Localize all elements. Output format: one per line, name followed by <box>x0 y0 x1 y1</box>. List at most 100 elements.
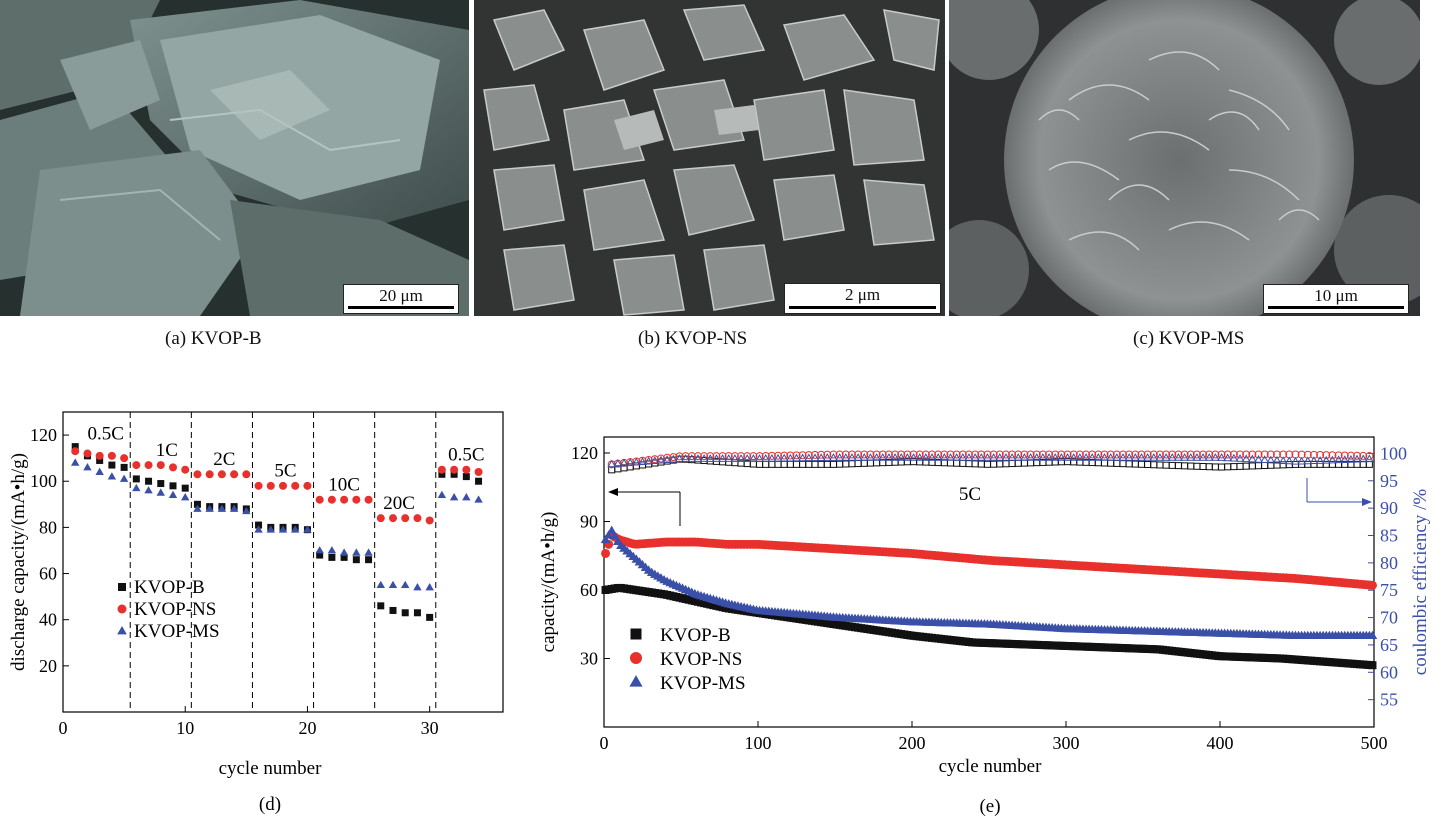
data-point-kvop-ms-ce <box>970 453 980 461</box>
scale-bar-label-b: 2 μm <box>844 285 881 304</box>
data-point-kvop-b <box>193 500 201 508</box>
data-point-kvop-b <box>145 477 153 485</box>
data-point-kvop-ns <box>291 481 300 490</box>
legend-label: KVOP-MS <box>660 673 746 694</box>
data-point-kvop-ms <box>242 506 251 515</box>
data-point-kvop-b-ce <box>947 459 954 467</box>
scale-bar-b: 2 μm <box>784 283 941 314</box>
data-point-kvop-ms-ce <box>865 453 875 461</box>
data-point-kvop-ns-ce <box>1316 451 1325 460</box>
data-point-kvop-ns <box>1367 580 1377 590</box>
data-point-kvop-ns-ce <box>681 452 690 461</box>
data-point-kvop-ns-ce <box>774 451 783 460</box>
x-tick-label: 10 <box>176 718 194 738</box>
y-right-tick-label: 70 <box>1380 608 1398 628</box>
y-tick-label: 80 <box>39 517 57 537</box>
data-point-kvop-ms-ce <box>921 453 931 461</box>
data-point-kvop-ns <box>242 470 251 479</box>
data-point-kvop-ns <box>364 495 373 504</box>
data-point-kvop-ms-ce <box>767 453 777 462</box>
data-point-kvop-ns-ce <box>989 450 998 459</box>
data-point-kvop-ms-ce <box>1346 454 1356 463</box>
data-point-kvop-ms-ce <box>1001 453 1011 461</box>
data-point-kvop-ms <box>352 548 361 556</box>
data-point-kvop-ns <box>601 548 611 558</box>
chart-e-ylabel: capacity/(mA•h/g) <box>540 512 559 653</box>
data-point-kvop-ms <box>364 548 373 556</box>
data-point-kvop-ns-ce <box>940 450 949 459</box>
data-point-kvop-ms-ce <box>835 453 845 461</box>
data-point-kvop-b <box>169 482 177 490</box>
data-point-kvop-ns-ce <box>1149 450 1158 459</box>
data-point-kvop-ns-ce <box>1248 450 1257 459</box>
ce-arrow-left <box>608 488 681 526</box>
x-tick-label: 30 <box>421 718 439 738</box>
data-point-kvop-b-ce <box>1316 460 1324 468</box>
rate-label: 1C <box>156 440 178 461</box>
data-point-kvop-b-ce <box>1230 463 1238 471</box>
data-point-kvop-b-ce <box>768 460 776 468</box>
data-point-kvop-ms-ce <box>1075 453 1085 461</box>
data-point-kvop-b-ce <box>1162 461 1170 469</box>
data-point-kvop-ns-ce <box>786 451 795 460</box>
rate-label: 0.5C <box>448 444 484 465</box>
data-point-kvop-b-ce <box>756 460 764 468</box>
data-point-kvop-ns-ce <box>1032 450 1041 459</box>
data-point-kvop-ns-ce <box>761 451 770 460</box>
data-point-kvop-ns-ce <box>1322 451 1331 460</box>
data-point-kvop-ms-ce <box>1081 453 1091 461</box>
data-point-kvop-b <box>157 480 165 488</box>
y-right-tick-label: 60 <box>1380 662 1398 682</box>
data-point-kvop-ns <box>376 514 385 523</box>
data-point-kvop-ms-ce <box>995 453 1005 461</box>
y-right-tick-label: 90 <box>1380 498 1398 518</box>
data-point-kvop-ns-ce <box>1100 450 1109 459</box>
data-point-kvop-b-ce <box>1002 460 1010 468</box>
data-point-kvop-ms-ce <box>1315 456 1325 464</box>
data-point-kvop-ms-ce <box>631 457 641 466</box>
data-point-kvop-ms-ce <box>1056 453 1066 461</box>
data-point-kvop-ms-ce <box>1290 456 1300 465</box>
data-point-kvop-ns-ce <box>964 450 973 459</box>
data-point-kvop-ms-ce <box>668 454 678 463</box>
data-point-kvop-b-ce <box>799 460 807 468</box>
data-point-kvop-ms <box>144 486 153 494</box>
data-point-kvop-b <box>340 553 348 561</box>
data-point-kvop-ms-ce <box>674 454 684 463</box>
data-point-kvop-ms-ce <box>1173 453 1183 461</box>
data-point-kvop-ms-ce <box>613 459 623 467</box>
data-point-kvop-ns-ce <box>663 453 672 462</box>
data-point-kvop-ms-ce <box>1309 456 1319 465</box>
data-point-kvop-ms <box>278 525 288 533</box>
data-point-kvop-ms <box>609 531 620 540</box>
data-point-kvop-ns <box>327 495 336 504</box>
data-point-kvop-ms-ce <box>982 453 992 461</box>
data-point-kvop-ns <box>389 514 397 523</box>
data-point-kvop-ns-ce <box>909 450 918 459</box>
chart-e-annotation: 5C <box>959 484 981 505</box>
rate-label: 10C <box>328 474 360 495</box>
data-point-kvop-b-ce <box>953 459 961 467</box>
caption-b: (b) KVOP-NS <box>638 328 748 349</box>
data-point-kvop-ms-ce <box>619 458 629 467</box>
data-point-kvop-ms-ce <box>1235 454 1245 462</box>
data-point-kvop-ms-ce <box>1204 453 1214 461</box>
data-point-kvop-ns-ce <box>835 450 844 459</box>
data-point-kvop-ms-ce <box>656 455 666 464</box>
data-point-kvop-ns-ce <box>693 452 702 461</box>
data-point-kvop-ns-ce <box>1199 450 1208 459</box>
data-point-kvop-ns-ce <box>1026 450 1035 459</box>
data-point-kvop-ns-ce <box>1334 451 1343 460</box>
data-point-kvop-ns-ce <box>1045 450 1054 459</box>
data-point-kvop-ms-ce <box>1254 454 1263 463</box>
data-point-kvop-ms-ce <box>804 453 814 462</box>
data-point-kvop-ms <box>606 525 617 534</box>
data-point-kvop-b-ce <box>1205 463 1213 471</box>
data-point-kvop-ms-ce <box>1278 456 1288 464</box>
data-point-kvop-ms-ce <box>1149 453 1159 461</box>
ce-arrow-right <box>1306 478 1372 506</box>
data-point-kvop-ms-ce <box>711 454 721 462</box>
data-point-kvop-ns-ce <box>817 450 826 459</box>
data-point-kvop-ns <box>83 449 92 458</box>
data-point-kvop-b-ce <box>1187 462 1195 470</box>
